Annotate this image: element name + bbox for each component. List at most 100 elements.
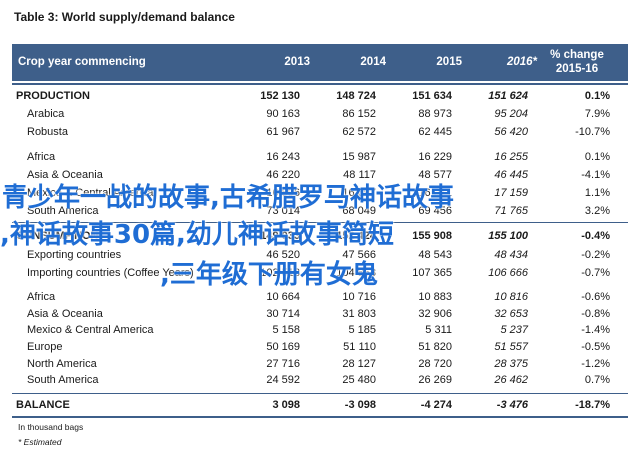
row-value-col5: -4.1% — [581, 169, 610, 181]
row-value-col5: -0.5% — [581, 341, 610, 353]
row-value-col4: 51 557 — [494, 341, 528, 353]
row-label: Africa — [27, 151, 56, 163]
row-value-col4: 5 237 — [500, 324, 528, 336]
row-value-col3: 151 634 — [412, 90, 452, 102]
row-value-col2: -3 098 — [344, 399, 376, 411]
table-row: Importing countries (Coffee Years) 102 51… — [12, 265, 628, 282]
row-value-col4: 17 159 — [494, 187, 528, 199]
table-row: Robusta 61 967 62 572 62 445 56 420 -10.7% — [12, 124, 628, 141]
row-value-col1: 16 243 — [266, 151, 300, 163]
row-value-col1: 10 664 — [266, 291, 300, 303]
bottom-divider — [12, 416, 628, 418]
row-value-col4: 106 666 — [488, 267, 528, 279]
row-value-col5: 0.7% — [584, 374, 610, 386]
row-value-col2: 62 572 — [342, 126, 376, 138]
header-divider — [12, 83, 628, 85]
row-value-col4: 16 255 — [494, 151, 528, 163]
row-value-col4: 155 100 — [488, 230, 528, 242]
row-value-col2: 51 110 — [343, 341, 376, 353]
row-value-col2: 25 480 — [342, 374, 376, 386]
row-value-col2: 86 152 — [342, 108, 376, 120]
row-value-col2: 15 987 — [342, 151, 376, 163]
footnote-units: In thousand bags — [18, 422, 84, 432]
row-value-col3: 69 456 — [418, 205, 452, 217]
row-value-col1: 46 520 — [266, 249, 300, 261]
row-value-col1: 90 163 — [266, 108, 300, 120]
row-value-col2: 28 127 — [342, 358, 376, 370]
row-label: South America — [27, 374, 99, 386]
table-row: PRODUCTION 152 130 148 724 151 634 151 624 0.… — [12, 88, 628, 105]
row-value-col4: -3 476 — [496, 399, 528, 411]
row-value-col1: 50 169 — [266, 341, 300, 353]
overlay-text-line1: 青少年一战的故事,古希腊罗马神话故事 — [2, 183, 454, 213]
table-row: Asia & Oceania 46 220 48 117 48 577 46 445 -4… — [12, 167, 628, 184]
row-value-col2: 68 049 — [342, 205, 376, 217]
table-row: BALANCE 3 098 -3 098 -4 274 -3 476 -18.7% — [12, 397, 628, 414]
balance-divider — [12, 393, 628, 394]
row-value-col5: 1.1% — [584, 187, 610, 199]
row-label: Arabica — [27, 108, 65, 120]
row-value-col1: 73 014 — [266, 205, 300, 217]
row-label: PRODUCTION — [16, 90, 90, 102]
row-value-col4: 28 375 — [494, 358, 528, 370]
row-label: Importing countries (Coffee Years) — [27, 267, 194, 279]
row-label: Exporting countries — [27, 249, 122, 261]
row-value-col4: 56 420 — [494, 126, 528, 138]
row-value-col5: -0.6% — [581, 291, 610, 303]
row-label: Asia & Oceania — [27, 169, 103, 181]
row-value-col2: 104 858 — [336, 267, 376, 279]
row-label: North America — [27, 358, 97, 370]
row-value-col2: 31 803 — [342, 308, 376, 320]
header-change-line1: % change — [550, 49, 604, 61]
row-value-col3: 10 883 — [418, 291, 452, 303]
table-row: South America 73 014 68 049 69 456 71 765 3.2… — [12, 203, 628, 220]
table-row: South America 24 592 25 480 26 269 26 462 0.7… — [12, 372, 628, 389]
row-value-col4: 95 204 — [494, 108, 528, 120]
row-value-col3: 155 908 — [412, 230, 452, 242]
table-row: Mexico & Central America 16 596 16 697 16 9… — [12, 185, 628, 202]
row-label: Mexico & Central America — [27, 187, 154, 199]
row-value-col4: 10 816 — [494, 291, 528, 303]
table-row: Africa 10 664 10 716 10 883 10 816 -0.6% — [12, 289, 628, 306]
row-value-col5: 3.2% — [584, 205, 610, 217]
row-label: Robusta — [27, 126, 68, 138]
row-value-col3: -4 274 — [420, 399, 452, 411]
overlay-text-line3: ,三年级下册有女鬼 — [160, 260, 378, 290]
row-value-col3: 16 229 — [418, 151, 452, 163]
row-value-col1: 46 220 — [266, 169, 300, 181]
row-value-col1: 5 158 — [272, 324, 300, 336]
row-value-col3: 16 971 — [418, 187, 452, 199]
row-label: CONSUMPTION — [16, 230, 99, 242]
row-value-col2: 16 697 — [342, 187, 376, 199]
row-value-col4: 71 765 — [494, 205, 528, 217]
header-col-change: % change 2015-16 — [537, 48, 617, 76]
table-row: Arabica 90 163 86 152 88 973 95 204 7.9% — [12, 106, 628, 123]
row-value-col5: -1.2% — [581, 358, 610, 370]
table-row: CONSUMPTION 149 033 152 424 155 908 155 100 -… — [12, 228, 628, 245]
row-label: South America — [27, 205, 99, 217]
table-title: Table 3: World supply/demand balance — [14, 10, 235, 24]
row-value-col4: 46 445 — [494, 169, 528, 181]
footnote-estimated: * Estimated — [18, 437, 62, 447]
row-value-col5: -0.7% — [581, 267, 610, 279]
row-value-col3: 107 365 — [412, 267, 452, 279]
row-value-col1: 24 592 — [266, 374, 300, 386]
row-value-col3: 28 720 — [418, 358, 452, 370]
row-value-col3: 51 820 — [418, 341, 452, 353]
header-col-2015: 2015 — [436, 56, 462, 68]
row-label: Africa — [27, 291, 56, 303]
row-value-col2: 10 716 — [342, 291, 376, 303]
row-value-col2: 152 424 — [336, 230, 376, 242]
row-value-col5: -0.2% — [581, 249, 610, 261]
row-value-col2: 47 566 — [342, 249, 376, 261]
row-value-col2: 148 724 — [336, 90, 376, 102]
section-divider — [12, 222, 628, 223]
row-value-col4: 48 434 — [494, 249, 528, 261]
row-value-col4: 26 462 — [494, 374, 528, 386]
row-value-col1: 3 098 — [272, 399, 300, 411]
header-col-2014: 2014 — [360, 56, 386, 68]
row-value-col2: 48 117 — [343, 169, 376, 181]
row-value-col5: -0.8% — [581, 308, 610, 320]
row-value-col1: 30 714 — [266, 308, 300, 320]
table-row: Asia & Oceania 30 714 31 803 32 906 32 653 -0… — [12, 306, 628, 323]
